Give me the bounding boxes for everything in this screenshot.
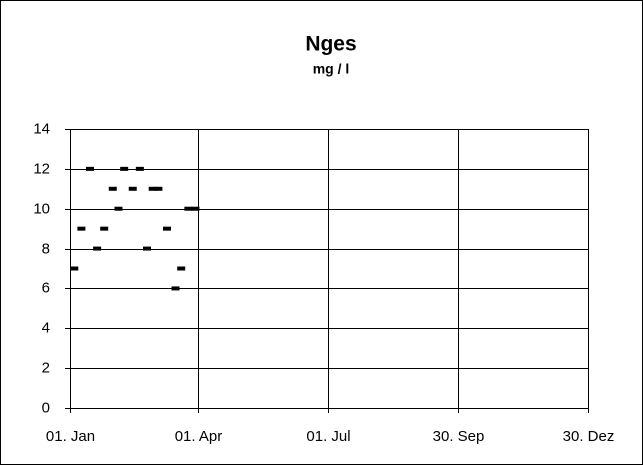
marker	[135, 166, 144, 171]
x-tick-label: 01. Jul	[306, 428, 350, 445]
y-tick-label: 2	[42, 359, 50, 376]
x-tick-label: 01. Apr	[175, 428, 223, 445]
chart-subtitle: mg / l	[313, 61, 350, 77]
y-tick-label: 4	[42, 319, 50, 336]
marker	[70, 266, 79, 271]
marker	[148, 186, 157, 191]
y-tick-label: 6	[42, 279, 50, 296]
marker	[100, 226, 109, 231]
marker	[85, 166, 94, 171]
marker	[154, 186, 163, 191]
y-tick-label: 12	[33, 160, 50, 177]
chart-title: Nges	[305, 33, 356, 56]
y-tick-label: 14	[33, 120, 50, 137]
marker	[93, 246, 102, 251]
marker	[171, 286, 180, 291]
marker	[142, 246, 151, 251]
marker	[120, 166, 129, 171]
marker	[184, 206, 193, 211]
marker	[162, 226, 171, 231]
marker	[128, 186, 137, 191]
y-tick-label: 10	[33, 200, 50, 217]
marker	[108, 186, 117, 191]
marker	[177, 266, 186, 271]
y-tick-label: 0	[42, 399, 50, 416]
marker	[191, 206, 200, 211]
x-tick-label: 01. Jan	[46, 428, 95, 445]
marker	[77, 226, 86, 231]
x-tick-label: 30. Dez	[563, 428, 615, 445]
y-tick-label: 8	[42, 240, 50, 257]
x-tick-label: 30. Sep	[433, 428, 485, 445]
marker	[114, 206, 123, 211]
